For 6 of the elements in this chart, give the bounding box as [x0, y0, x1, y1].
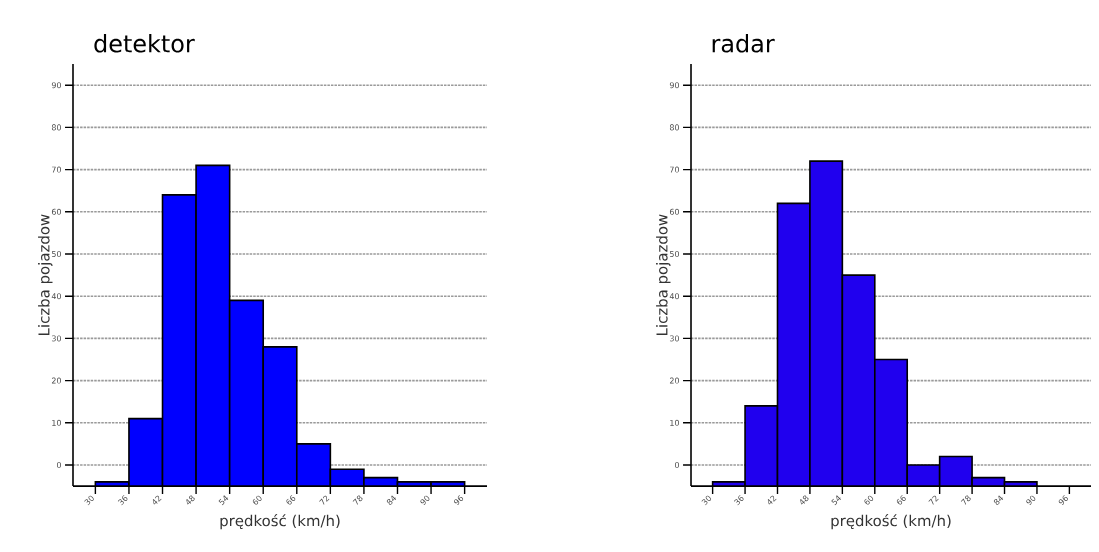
y-axis-title: Liczba pojazdow: [656, 214, 671, 335]
y-axis-title: Liczba pojazdow: [38, 214, 53, 335]
x-axis-title: prędkość (km/h): [220, 514, 340, 530]
x-axis-title: prędkość (km/h): [831, 514, 951, 530]
chart-title: radar: [712, 34, 775, 53]
chart-title: detektor: [94, 34, 195, 53]
